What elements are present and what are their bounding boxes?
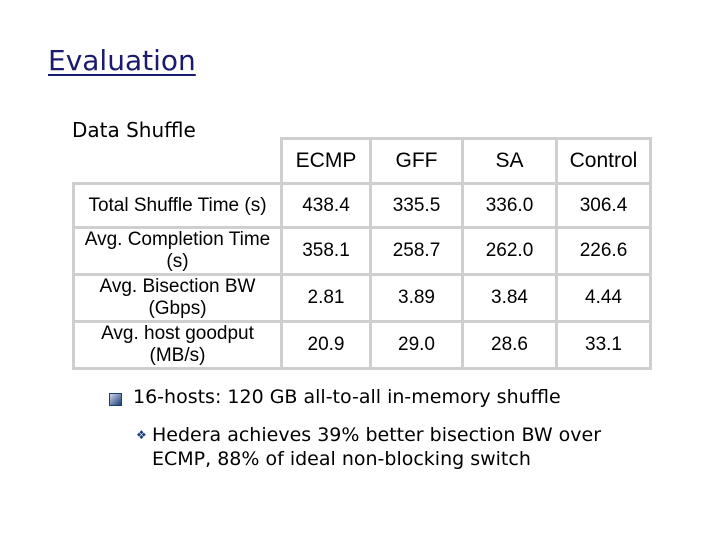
table-cell: 358.1 <box>280 226 372 276</box>
column-header: Control <box>555 137 652 185</box>
table-cell: 4.44 <box>555 273 652 323</box>
table-row: Avg. Bisection BW (Gbps) 2.81 3.89 3.84 4.44 <box>72 273 652 323</box>
corner-cell <box>73 138 282 185</box>
table-cell: 29.0 <box>369 320 464 370</box>
sub-bullet-icon: ❖ <box>136 428 147 442</box>
sub-bullet: Hedera achieves 39% better bisection BW … <box>152 424 602 470</box>
table-cell: 33.1 <box>555 320 652 370</box>
row-label: Avg. host goodput (MB/s) <box>72 320 283 370</box>
column-header: GFF <box>369 137 464 185</box>
table-cell: 28.6 <box>461 320 558 370</box>
table-cell: 306.4 <box>555 182 652 229</box>
column-header: ECMP <box>280 137 372 185</box>
table-row: Avg. host goodput (MB/s) 20.9 29.0 28.6 33.1 <box>72 320 652 370</box>
results-table: ECMP GFF SA Control Total Shuffle Time (s) 43… <box>72 137 652 370</box>
row-label: Total Shuffle Time (s) <box>72 182 283 229</box>
bullet-icon <box>109 393 122 406</box>
table-cell: 3.84 <box>461 273 558 323</box>
row-label: Avg. Completion Time (s) <box>72 226 283 276</box>
table-cell: 226.6 <box>555 226 652 276</box>
title: Evaluation <box>48 44 196 77</box>
row-label: Avg. Bisection BW (Gbps) <box>72 273 283 323</box>
bullet: 16-hosts: 120 GB all-to-all in-memory sh… <box>133 386 561 408</box>
header-row: ECMP GFF SA Control <box>73 137 652 185</box>
table-row: Avg. Completion Time (s) 358.1 258.7 262.0 2… <box>72 226 652 276</box>
table-cell: 262.0 <box>461 226 558 276</box>
table-cell: 3.89 <box>369 273 464 323</box>
table-cell: 335.5 <box>369 182 464 229</box>
table-cell: 2.81 <box>280 273 372 323</box>
table-cell: 258.7 <box>369 226 464 276</box>
table-cell: 438.4 <box>280 182 372 229</box>
subtitle: Data Shuffle <box>72 118 196 142</box>
table-row: Total Shuffle Time (s) 438.4 335.5 336.0 306… <box>72 182 652 229</box>
column-header: SA <box>461 137 558 185</box>
table-cell: 20.9 <box>280 320 372 370</box>
table-cell: 336.0 <box>461 182 558 229</box>
